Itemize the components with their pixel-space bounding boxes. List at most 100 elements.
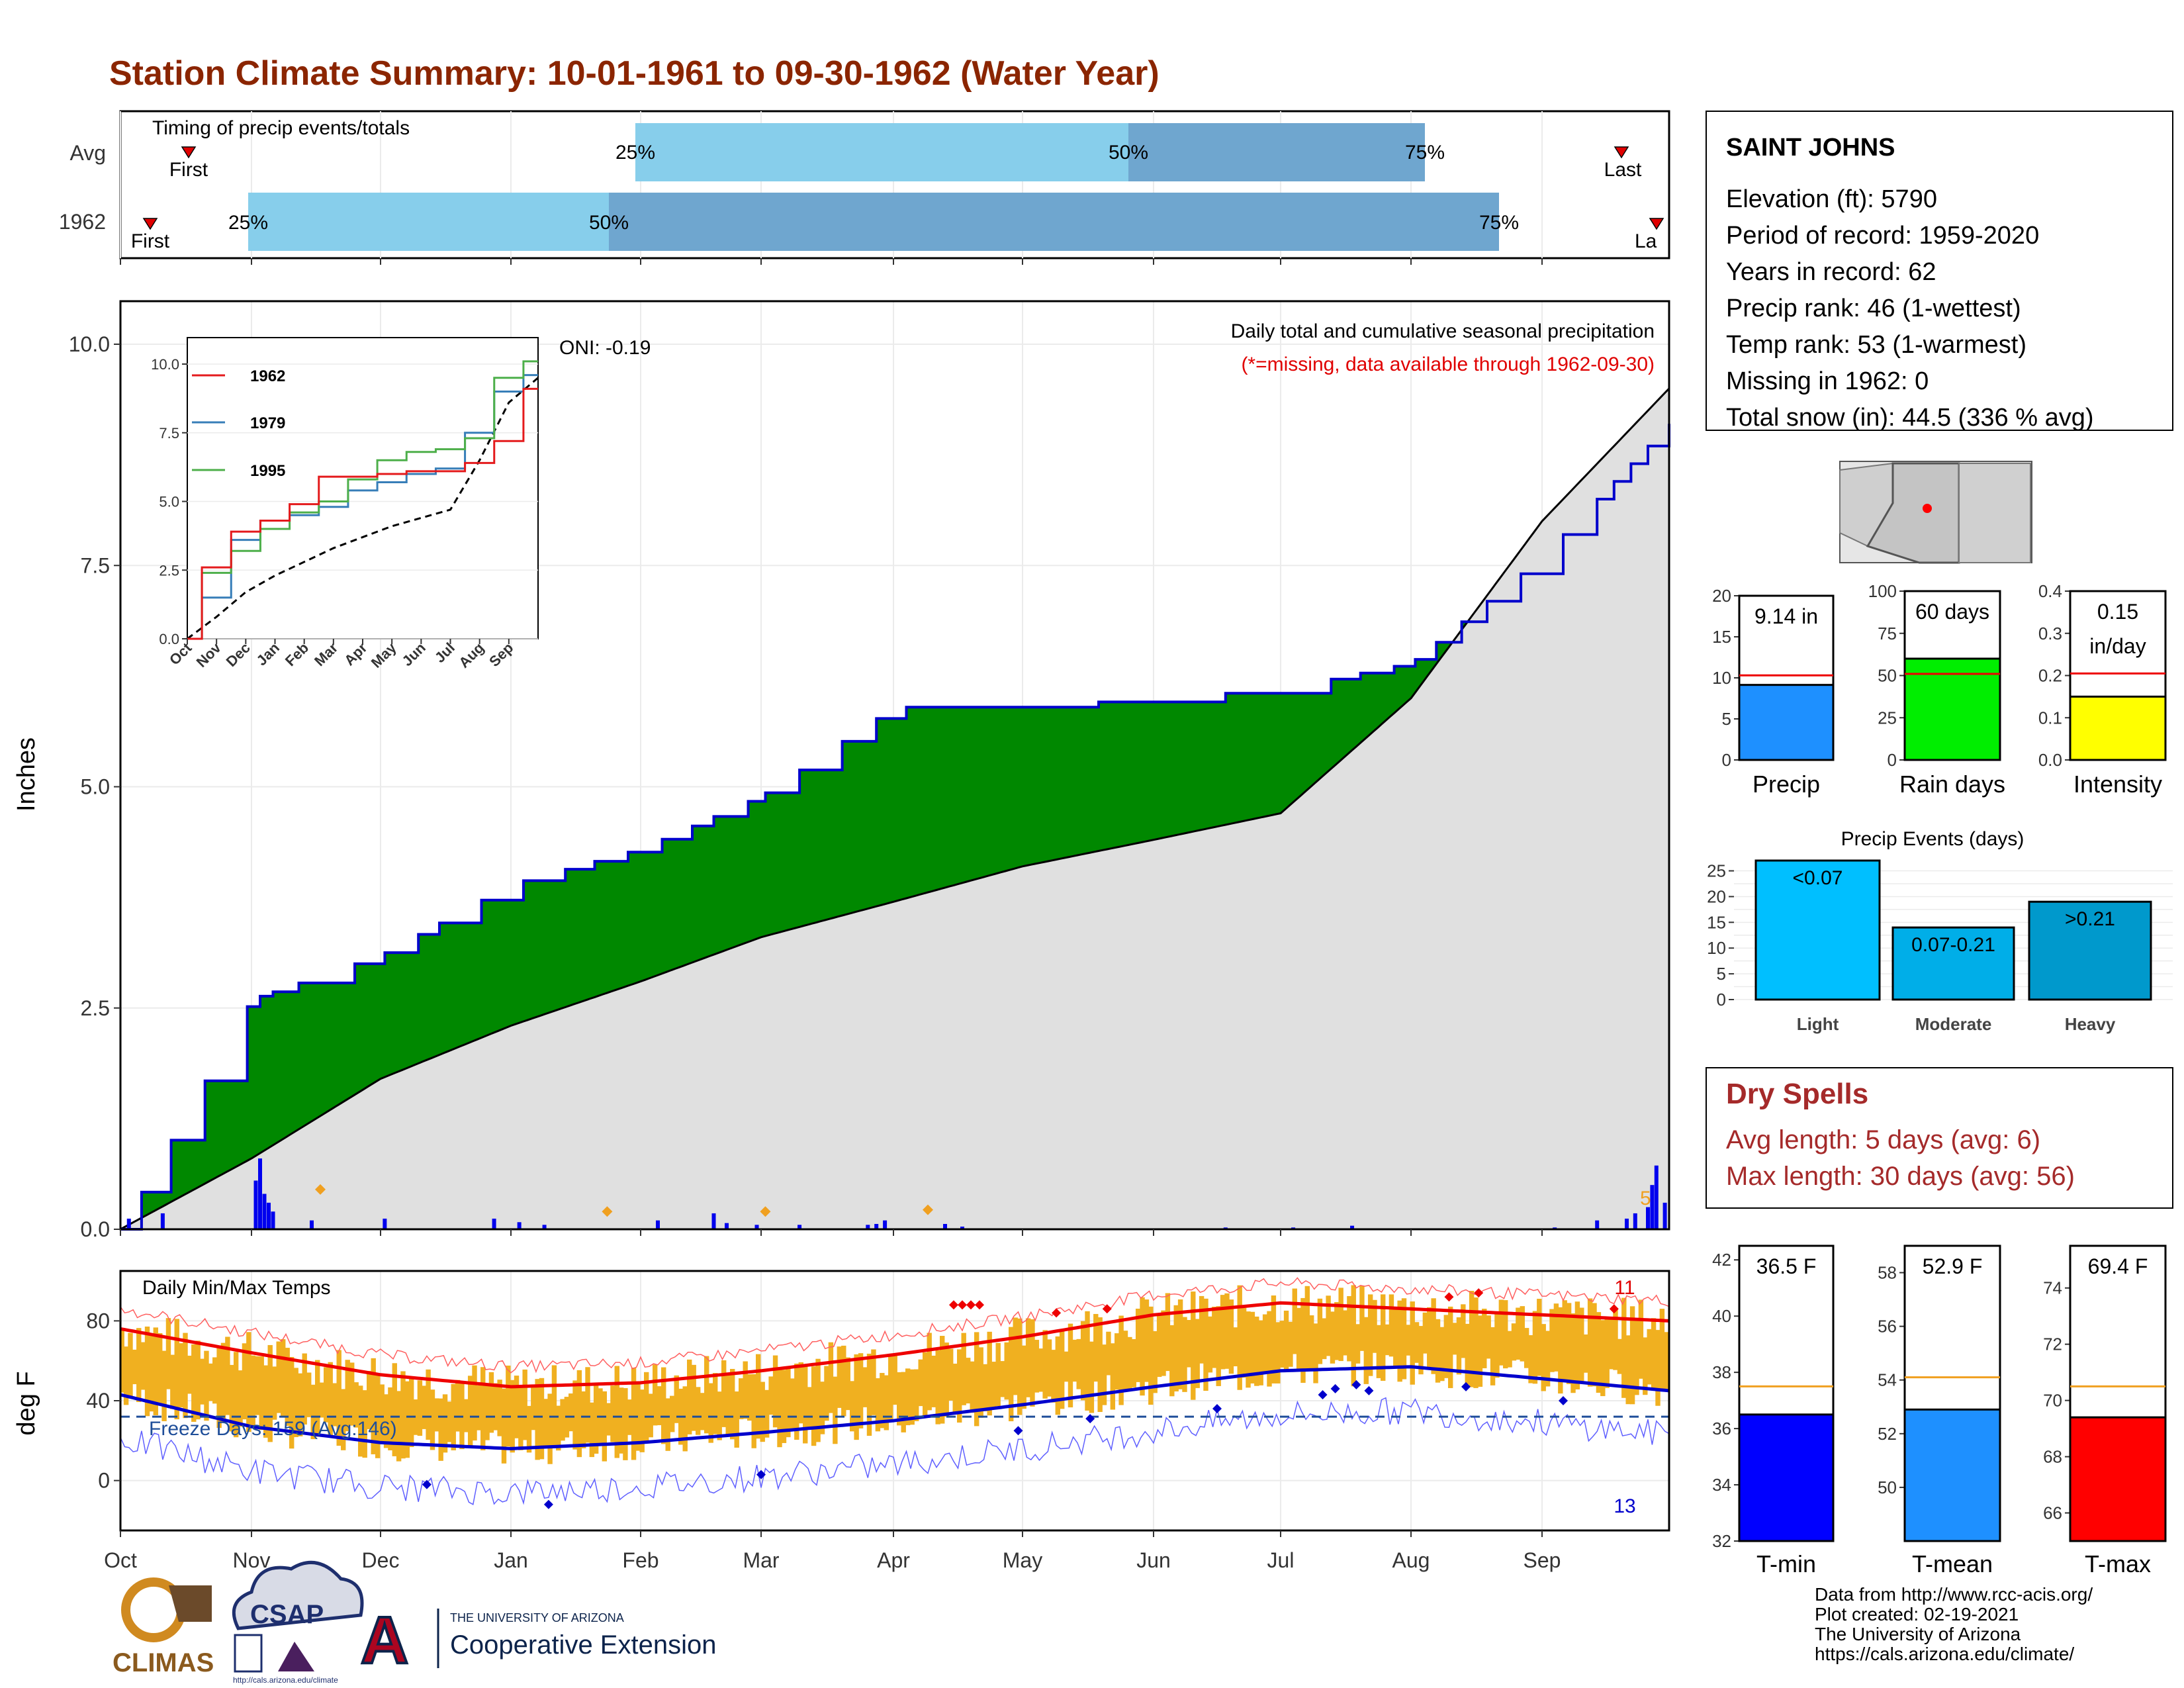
summary-bars: 0 5 10 15 20 9.14 in Precip 0 25 50 75 100 60 days Ra… <box>1712 581 2167 798</box>
csap-mountain-icon <box>278 1642 314 1671</box>
daily-temp-bar <box>798 1362 803 1424</box>
timing-label: Timing of precip events/totals <box>152 117 410 139</box>
y1962-q25-label: 25% <box>228 212 268 234</box>
daily-temp-bar <box>811 1366 817 1446</box>
daily-temp-bar <box>952 1364 958 1414</box>
daily-temp-bar <box>518 1386 523 1450</box>
daily-precip-bar <box>960 1226 964 1229</box>
mini-value-bar <box>1903 657 2001 761</box>
daily-temp-bar <box>442 1394 448 1453</box>
daily-precip-bar <box>797 1225 802 1229</box>
daily-temp-bar <box>1359 1286 1365 1351</box>
station-elevation: Elevation (ft): 5790 <box>1726 185 1937 213</box>
daily-temp-bar <box>1004 1342 1009 1400</box>
daily-temp-bar <box>1115 1333 1120 1390</box>
daily-temp-bar <box>438 1398 443 1461</box>
daily-temp-bar <box>760 1382 765 1442</box>
events-bar-heavy <box>2028 900 2152 1001</box>
month-tick-label: Oct <box>104 1548 137 1572</box>
mini-ytick-label: 54 <box>1878 1370 1897 1390</box>
daily-temp-bar <box>862 1367 868 1407</box>
daily-temp-bar <box>888 1355 893 1420</box>
daily-temp-bar <box>1017 1318 1023 1415</box>
daily-temp-bar <box>1596 1312 1602 1393</box>
daily-temp-bar <box>488 1372 494 1433</box>
daily-temp-bar <box>1338 1288 1343 1362</box>
daily-temp-bar <box>293 1368 298 1437</box>
daily-temp-bar <box>539 1378 545 1460</box>
mini-ytick-label: 0 <box>1888 750 1897 770</box>
daily-temp-bar <box>371 1358 376 1454</box>
mini-value-label: 69.4 F <box>2088 1254 2148 1278</box>
y1962-first-marker <box>142 218 158 230</box>
month-tick-label: Apr <box>877 1548 910 1572</box>
daily-temp-bar <box>1042 1330 1048 1399</box>
record-low-marker <box>543 1499 553 1509</box>
daily-temp-bar <box>238 1370 243 1427</box>
record-low-marker <box>1351 1380 1361 1389</box>
events-title: Precip Events (days) <box>1841 828 2025 850</box>
daily-temp-bar <box>522 1369 527 1440</box>
temp-ytick-label: 80 <box>86 1309 110 1333</box>
daily-temp-bar <box>212 1357 218 1404</box>
daily-temp-bar <box>1076 1338 1081 1389</box>
daily-temp-bar <box>1414 1322 1420 1363</box>
daily-temp-bar <box>931 1355 936 1407</box>
daily-temp-bar <box>1165 1293 1171 1372</box>
mini-ytick-label: 50 <box>1878 1477 1897 1497</box>
precip-ytick-label: 5.0 <box>81 775 110 799</box>
daily-temp-bar <box>1296 1307 1302 1370</box>
daily-temp-bar <box>161 1350 167 1421</box>
daily-temp-bar <box>1250 1311 1255 1383</box>
daily-temp-bar <box>1195 1319 1200 1388</box>
daily-temp-bar <box>875 1378 881 1432</box>
station-info: SAINT JOHNS Elevation (ft): 5790 Period … <box>1706 111 2173 432</box>
events-category-label: Light <box>1797 1014 1839 1034</box>
daily-temp-bar <box>1342 1310 1348 1356</box>
daily-precip-bar <box>1650 1185 1655 1229</box>
daily-precip-bar <box>262 1194 267 1229</box>
station-name: SAINT JOHNS <box>1726 134 1895 162</box>
month-tick-label: Jun <box>1136 1548 1171 1572</box>
daily-temp-bar <box>995 1342 1001 1407</box>
daily-temp-bar <box>1381 1294 1386 1381</box>
events-bar-label: 0.07-0.21 <box>1911 934 1995 956</box>
daily-precip-bar <box>1654 1165 1659 1229</box>
events-ytick-label: 25 <box>1707 861 1726 881</box>
daily-temp-bar <box>1655 1330 1661 1406</box>
precip-legend-sub: (*=missing, data available through 1962-… <box>1241 353 1655 375</box>
mini-category-label: Precip <box>1752 771 1820 798</box>
daily-temp-bar <box>1059 1329 1065 1409</box>
record-low-count: 13 <box>1614 1495 1635 1517</box>
daily-temp-bar <box>328 1362 333 1438</box>
snow-marker <box>315 1184 326 1195</box>
daily-temp-bar <box>413 1399 418 1435</box>
daily-temp-bar <box>970 1361 975 1413</box>
daily-temp-bar <box>845 1357 850 1411</box>
daily-temp-bar <box>1608 1319 1614 1370</box>
daily-temp-bar <box>1317 1298 1323 1364</box>
daily-temp-bar <box>1401 1298 1407 1380</box>
daily-temp-bar <box>1288 1321 1293 1367</box>
daily-temp-bar <box>1545 1331 1551 1387</box>
daily-temp-bar <box>426 1369 431 1440</box>
month-tick-label: Jan <box>494 1548 528 1572</box>
daily-temp-bar <box>1089 1341 1095 1413</box>
daily-temp-bar <box>1600 1320 1606 1397</box>
y1962-q50-q75-bar <box>609 193 1499 251</box>
daily-temp-bar <box>216 1348 222 1429</box>
daily-precip-bar <box>866 1225 870 1229</box>
daily-temp-bar <box>610 1385 615 1442</box>
mini-ytick-label: 0 <box>1722 750 1731 770</box>
daily-temp-bar <box>1038 1348 1044 1392</box>
inset-ytick-label: 0.0 <box>159 631 179 647</box>
inset-frame <box>187 337 539 639</box>
daily-temp-bar <box>1228 1299 1234 1374</box>
daily-temp-bar <box>459 1381 465 1450</box>
daily-temp-bar <box>383 1394 389 1448</box>
month-tick-label: Mar <box>743 1548 779 1572</box>
mini-ytick-label: 20 <box>1712 586 1731 606</box>
daily-precip-bar <box>874 1223 879 1229</box>
dry-spells-max: Max length: 30 days (avg: 56) <box>1726 1162 2075 1191</box>
legend-1962-label: 1962 <box>250 367 285 385</box>
